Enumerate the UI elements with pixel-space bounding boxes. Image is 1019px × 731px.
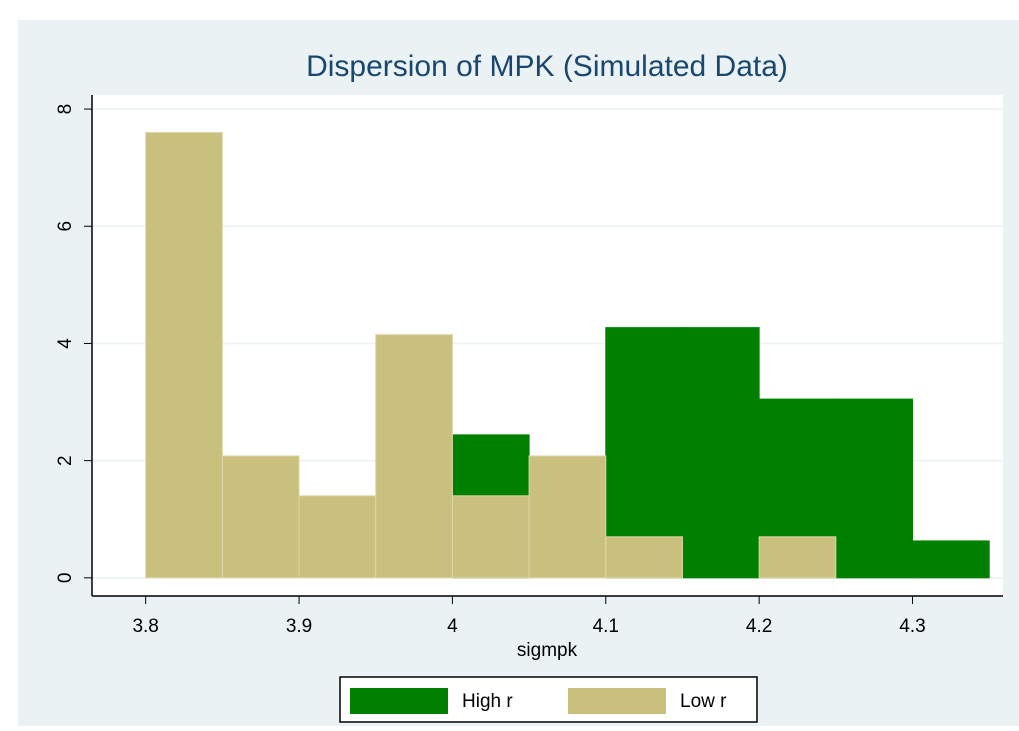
legend-swatch [568, 688, 666, 714]
chart-title: Dispersion of MPK (Simulated Data) [306, 50, 788, 83]
y-tick-label: 4 [55, 338, 76, 349]
x-axis-label: sigmpk [517, 640, 578, 661]
x-tick-label: 3.8 [132, 616, 158, 637]
bar [145, 132, 223, 579]
bar [681, 327, 760, 579]
x-tick-label: 4 [447, 616, 458, 637]
y-tick-label: 0 [55, 573, 76, 584]
x-tick-label: 4.3 [899, 616, 925, 637]
legend-label: Low r [680, 691, 727, 712]
legend-label: High r [462, 691, 513, 712]
x-tick-label: 4.2 [746, 616, 772, 637]
bar [758, 536, 837, 579]
bar [835, 398, 914, 579]
bar [451, 495, 530, 579]
bar [528, 455, 607, 579]
y-tick-label: 6 [55, 221, 76, 232]
bar [221, 455, 300, 579]
y-tick-label: 8 [55, 104, 76, 115]
bar [298, 495, 377, 579]
bar [912, 540, 990, 579]
bar [605, 536, 683, 579]
legend-swatch [350, 688, 448, 714]
x-tick-label: 3.9 [286, 616, 312, 637]
bar [375, 334, 453, 579]
y-tick-label: 2 [55, 455, 76, 466]
x-tick-label: 4.1 [593, 616, 619, 637]
